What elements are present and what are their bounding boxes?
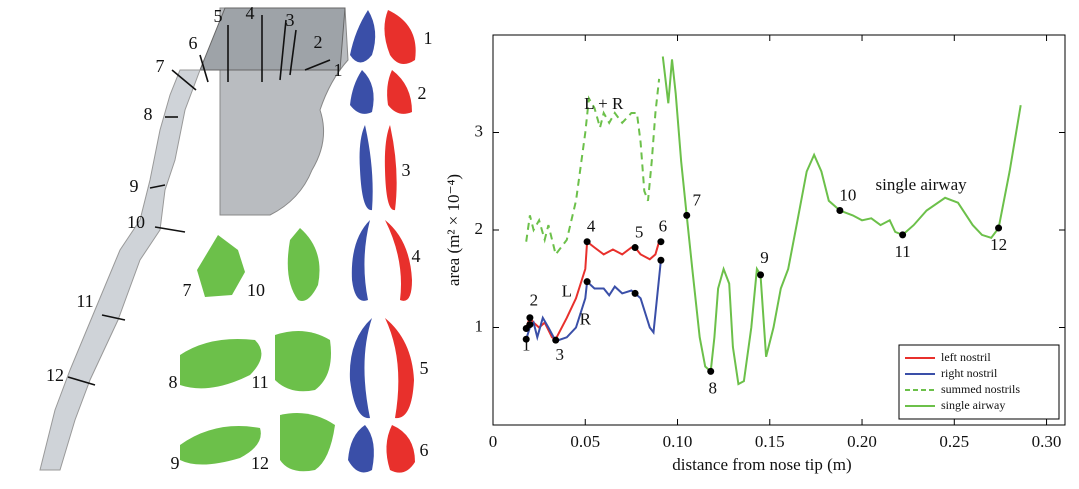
marker-point bbox=[707, 367, 715, 375]
legend-label: left nostril bbox=[941, 350, 991, 364]
annotation: R bbox=[580, 310, 592, 329]
y-tick-label: 2 bbox=[475, 219, 484, 238]
x-tick-label: 0.25 bbox=[939, 432, 969, 451]
marker-label: 4 bbox=[587, 217, 596, 236]
section-label: 12 bbox=[46, 365, 64, 385]
marker-label: 1 bbox=[522, 335, 531, 354]
nostril-label: 4 bbox=[412, 246, 421, 266]
illustration bbox=[39, 7, 416, 473]
legend-label: right nostril bbox=[941, 366, 998, 380]
marker-label: 8 bbox=[708, 378, 717, 397]
series-line bbox=[525, 78, 661, 257]
marker-label: 7 bbox=[692, 190, 701, 209]
section-lines bbox=[67, 15, 331, 386]
marker-point bbox=[526, 314, 534, 322]
marker-label: 12 bbox=[990, 235, 1007, 254]
marker-point bbox=[631, 289, 639, 297]
marker-label: 3 bbox=[555, 345, 564, 364]
annotation: single airway bbox=[876, 175, 968, 194]
series-line bbox=[661, 56, 1022, 386]
section-label: 2 bbox=[314, 32, 323, 52]
x-tick-label: 0.05 bbox=[570, 432, 600, 451]
section-label: 7 bbox=[156, 56, 165, 76]
y-tick-label: 1 bbox=[475, 316, 484, 335]
x-tick-label: 0.20 bbox=[847, 432, 877, 451]
legend-label: summed nostrils bbox=[941, 382, 1020, 396]
nostril-label: 3 bbox=[402, 160, 411, 180]
annotation: L bbox=[562, 281, 572, 300]
marker-point bbox=[657, 238, 665, 246]
marker-label: 2 bbox=[530, 291, 539, 310]
marker-label: 6 bbox=[659, 217, 668, 236]
legend-label: single airway bbox=[941, 398, 1005, 412]
airway-model bbox=[39, 69, 201, 471]
nostril-label: 5 bbox=[420, 358, 429, 378]
marker-label: 11 bbox=[894, 242, 910, 261]
cross-section-label: 7 bbox=[183, 280, 192, 300]
series-line bbox=[525, 260, 662, 343]
marker-point bbox=[995, 224, 1003, 232]
marker-label: 5 bbox=[635, 222, 644, 241]
x-tick-label: 0.15 bbox=[755, 432, 785, 451]
nostril-label: 2 bbox=[418, 83, 427, 103]
section-label: 10 bbox=[127, 212, 145, 232]
cross-section-shapes bbox=[180, 228, 335, 472]
y-tick-label: 3 bbox=[475, 121, 484, 140]
annotation: L + R bbox=[584, 94, 624, 113]
marker-point bbox=[526, 321, 534, 329]
marker-point bbox=[583, 278, 591, 286]
section-label: 6 bbox=[189, 33, 198, 53]
marker-label: 9 bbox=[760, 248, 769, 267]
section-label: 9 bbox=[130, 176, 139, 196]
section-label: 11 bbox=[76, 291, 93, 311]
section-label: 3 bbox=[286, 10, 295, 30]
y-axis-label: area (m² × 10⁻⁴) bbox=[444, 174, 463, 286]
x-tick-label: 0.30 bbox=[1032, 432, 1062, 451]
nostril-label: 1 bbox=[424, 28, 433, 48]
nasal-cavity bbox=[199, 7, 346, 71]
marker-label: 10 bbox=[839, 185, 856, 204]
marker-point bbox=[522, 335, 530, 343]
cross-section-label: 10 bbox=[247, 280, 265, 300]
section-label: 4 bbox=[246, 3, 255, 23]
right-nostril-shapes bbox=[348, 10, 376, 473]
marker-point bbox=[757, 271, 765, 279]
section-label: 8 bbox=[144, 104, 153, 124]
section-label: 5 bbox=[214, 6, 223, 26]
marker-point bbox=[583, 238, 591, 246]
marker-point bbox=[631, 244, 639, 252]
marker-point bbox=[657, 256, 665, 264]
marker-point bbox=[836, 207, 844, 214]
cross-section-label: 8 bbox=[169, 372, 178, 392]
section-label: 1 bbox=[334, 60, 343, 80]
marker-point bbox=[552, 336, 560, 344]
marker-point bbox=[683, 211, 691, 219]
cross-section-label: 9 bbox=[171, 453, 180, 473]
cross-section-label: 11 bbox=[251, 372, 268, 392]
left-nostril-shapes bbox=[384, 10, 416, 473]
marker-point bbox=[899, 231, 907, 239]
cross-section-label: 12 bbox=[251, 453, 269, 473]
x-tick-label: 0.10 bbox=[663, 432, 693, 451]
x-axis-label: distance from nose tip (m) bbox=[672, 455, 851, 474]
x-tick-label: 0 bbox=[489, 432, 498, 451]
nostril-label: 6 bbox=[420, 440, 429, 460]
